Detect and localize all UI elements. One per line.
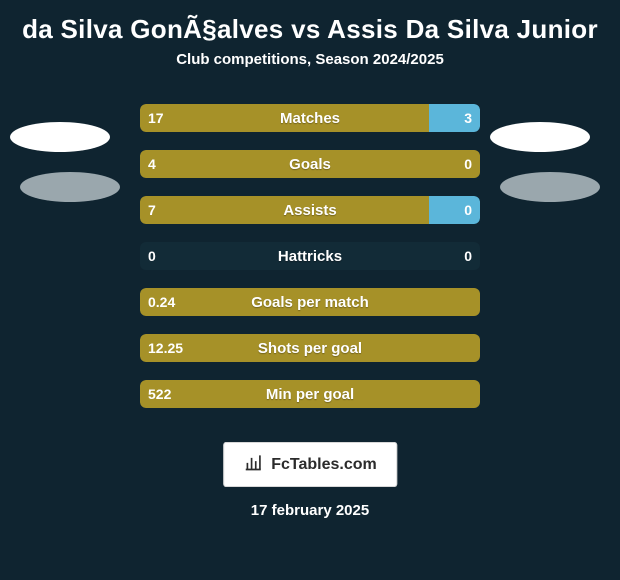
watermark: FcTables.com (223, 442, 397, 487)
date-text: 17 february 2025 (0, 502, 620, 519)
bar-track: Min per goal522 (140, 380, 480, 408)
player-ellipse (20, 172, 120, 202)
stat-value-left: 4 (148, 150, 156, 178)
stat-row: Goals per match0.24 (0, 288, 620, 316)
stat-value-left: 7 (148, 196, 156, 224)
page-subtitle: Club competitions, Season 2024/2025 (0, 51, 620, 86)
stat-value-left: 522 (148, 380, 171, 408)
watermark-text: FcTables.com (271, 456, 377, 474)
stat-row: Shots per goal12.25 (0, 334, 620, 362)
bar-track: Shots per goal12.25 (140, 334, 480, 362)
stat-value-left: 17 (148, 104, 164, 132)
stat-row: Min per goal522 (0, 380, 620, 408)
stat-value-right: 0 (464, 150, 472, 178)
chart-icon (243, 452, 263, 477)
bar-track: Matches17 3 (140, 104, 480, 132)
stat-label: Hattricks (140, 242, 480, 270)
stat-label: Min per goal (140, 380, 480, 408)
bar-track: Goals4 0 (140, 150, 480, 178)
bar-track: Hattricks0 0 (140, 242, 480, 270)
stat-row: Hattricks0 0 (0, 242, 620, 270)
stat-value-right: 0 (464, 242, 472, 270)
player-ellipse (10, 122, 110, 152)
stat-label: Assists (140, 196, 480, 224)
player-ellipse (500, 172, 600, 202)
page-title: da Silva GonÃ§alves vs Assis Da Silva Ju… (0, 0, 620, 51)
stat-value-left: 0 (148, 242, 156, 270)
stat-label: Goals (140, 150, 480, 178)
bar-track: Goals per match0.24 (140, 288, 480, 316)
stat-label: Goals per match (140, 288, 480, 316)
stat-label: Shots per goal (140, 334, 480, 362)
stat-value-right: 3 (464, 104, 472, 132)
player-ellipse (490, 122, 590, 152)
bar-track: Assists7 0 (140, 196, 480, 224)
stat-value-left: 0.24 (148, 288, 175, 316)
stat-value-left: 12.25 (148, 334, 183, 362)
stat-value-right: 0 (464, 196, 472, 224)
stat-label: Matches (140, 104, 480, 132)
